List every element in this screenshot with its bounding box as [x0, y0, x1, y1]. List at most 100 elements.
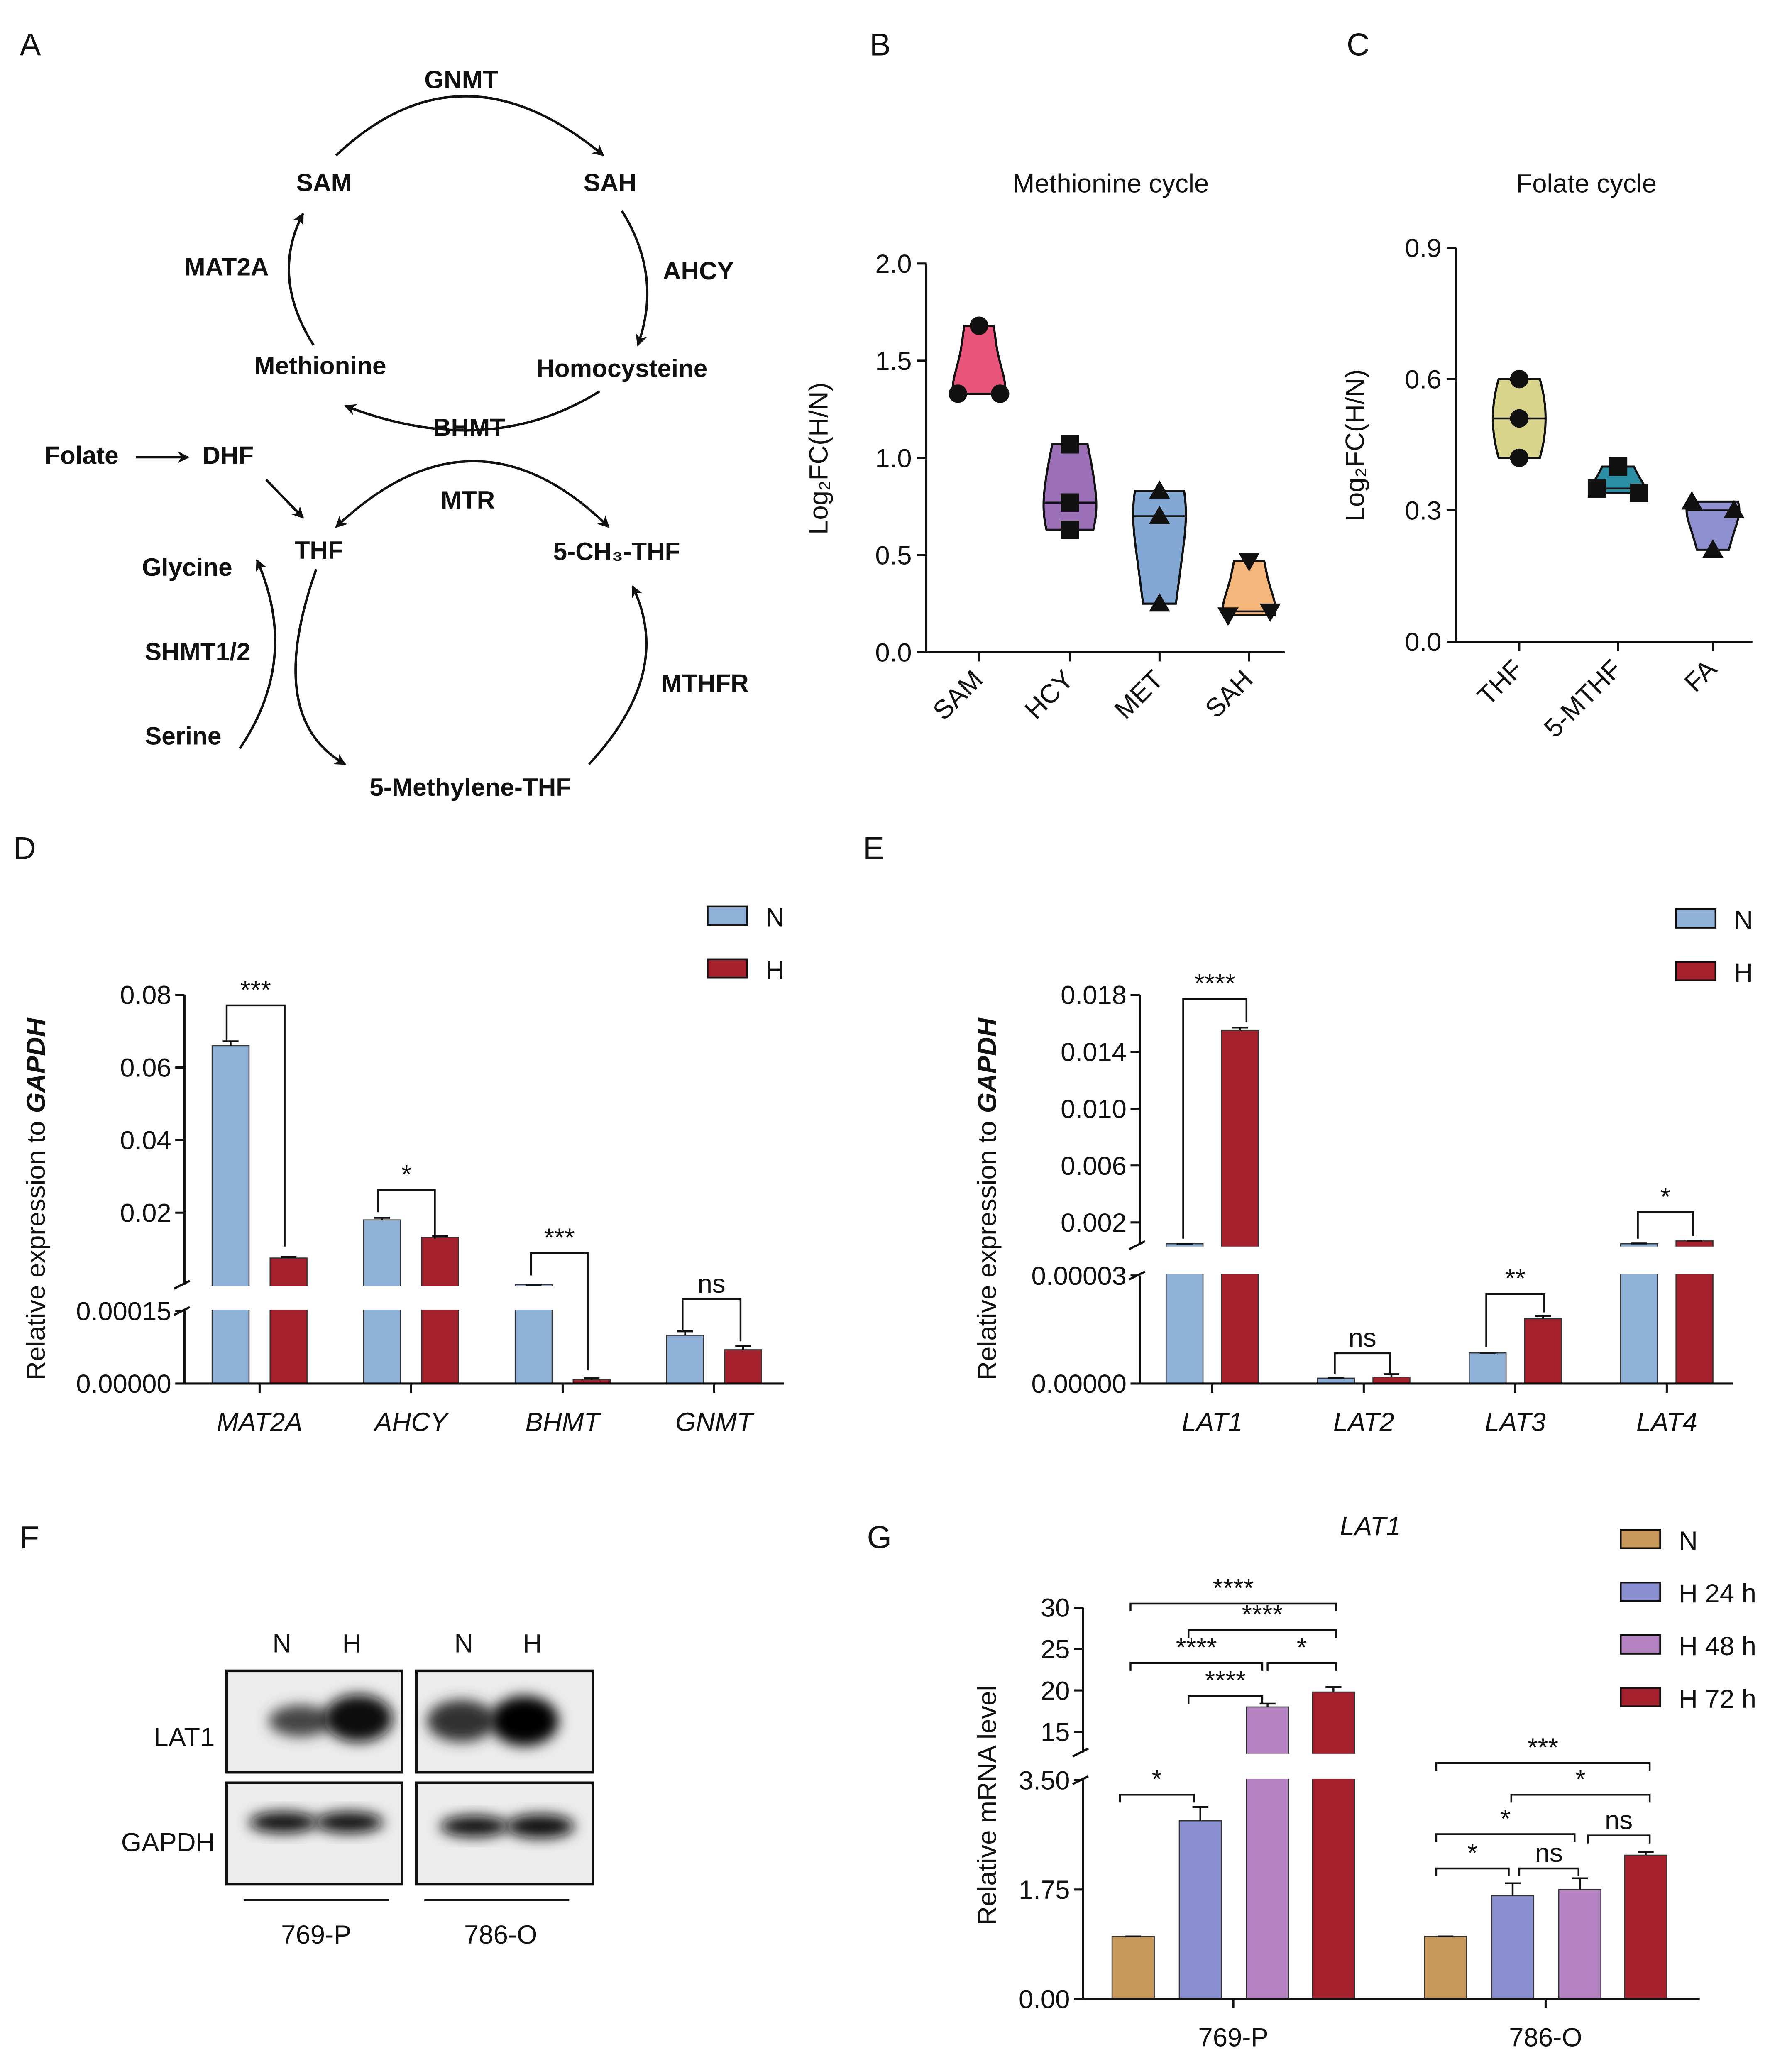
bracket	[1435, 1762, 1651, 1771]
legend-swatch	[1620, 1529, 1661, 1549]
row-label: LAT1	[154, 1723, 215, 1752]
violin	[1042, 443, 1098, 531]
point	[1061, 493, 1079, 512]
significance-bracket: *	[1435, 1839, 1510, 1877]
bracket	[682, 1298, 742, 1342]
significance-bracket: *	[1435, 1805, 1576, 1842]
bracket	[377, 1189, 436, 1239]
error-bar	[1232, 1027, 1248, 1031]
arrow	[335, 460, 610, 528]
error-bar	[584, 1377, 600, 1380]
axis-break	[158, 1286, 787, 1310]
point	[970, 316, 988, 335]
bar	[1178, 1820, 1222, 2000]
panel-label: B	[870, 27, 891, 62]
node: SAM	[296, 168, 352, 196]
y-tick-label: 0.006	[1061, 1152, 1127, 1181]
point	[1510, 448, 1529, 467]
bracket	[1485, 1293, 1545, 1347]
band	[506, 1814, 575, 1839]
node: Homocysteine	[536, 354, 707, 382]
y-tick-label: 0.04	[120, 1126, 171, 1155]
y-tick-label: 15	[1041, 1718, 1070, 1747]
x-tick-label: LAT1	[1182, 1408, 1243, 1437]
error-bar	[222, 1040, 239, 1046]
legend-label: N	[1679, 1526, 1698, 1555]
node: 5-CH₃-THF	[553, 537, 680, 565]
y-tick-label: 0.002	[1061, 1208, 1127, 1237]
bar	[1469, 1352, 1507, 1384]
legend-swatch	[707, 905, 748, 926]
significance-label: ****	[1205, 1666, 1246, 1695]
lane-label: H	[342, 1629, 362, 1658]
significance-bracket: *	[377, 1160, 436, 1239]
significance-bracket: ns	[682, 1269, 742, 1342]
band	[427, 1700, 496, 1742]
significance-label: ****	[1176, 1633, 1217, 1662]
legend-swatch	[1620, 1687, 1661, 1707]
error-bar	[677, 1330, 693, 1335]
node: 5-Methylene-THF	[369, 773, 571, 801]
y-tick-label: 0.02	[120, 1198, 171, 1228]
significance-label: *	[1467, 1839, 1478, 1868]
point	[1587, 479, 1606, 498]
x-tick-label: LAT3	[1485, 1408, 1546, 1437]
significance-bracket: *	[1266, 1633, 1337, 1671]
band	[315, 1812, 384, 1833]
error-bar	[1383, 1373, 1400, 1377]
y-tick-label: 0.00	[1019, 1985, 1070, 2014]
lane-label: N	[454, 1629, 473, 1658]
bar	[1246, 1706, 1289, 2000]
legend-label: H	[1734, 959, 1753, 988]
significance-bracket: **	[1485, 1264, 1545, 1347]
enzyme: MAT2A	[184, 252, 269, 281]
point	[1702, 539, 1724, 558]
panel-label: C	[1347, 27, 1369, 62]
x-tick-label: AHCY	[373, 1408, 450, 1437]
y-tick-label: 0.00000	[76, 1369, 171, 1399]
error-bar	[281, 1256, 297, 1258]
group-label: 769-P	[281, 1920, 351, 1949]
y-axis-label-text: Relative expression to	[973, 1121, 1002, 1380]
blot-frame	[225, 1781, 403, 1886]
significance-bracket: ****	[1129, 1633, 1264, 1671]
enzyme: AHCY	[663, 257, 734, 285]
node: THF	[295, 536, 343, 564]
x-tick-label: 5-MTHF	[1539, 654, 1628, 743]
row-label: GAPDH	[121, 1828, 215, 1857]
legend-label: N	[1734, 906, 1753, 935]
significance-bracket: ****	[1187, 1600, 1337, 1638]
error-bar	[1504, 1882, 1521, 1896]
y-tick-label: 0.010	[1061, 1095, 1127, 1124]
bar	[1558, 1889, 1601, 2000]
significance-bracket: *	[1119, 1765, 1195, 1803]
enzyme: MTHFR	[661, 669, 749, 697]
node: Methionine	[254, 351, 386, 379]
y-axis-label-text: Relative mRNA level	[973, 1685, 1002, 1925]
bracket	[1266, 1662, 1337, 1671]
bracket	[1435, 1833, 1576, 1842]
y-axis-label: Relative expression to GAPDH	[973, 1017, 1002, 1380]
legend-label: H 72 h	[1679, 1685, 1756, 1714]
legend-swatch	[1620, 1581, 1661, 1602]
legend-label: N	[765, 903, 785, 932]
point	[1061, 435, 1079, 454]
arrow	[239, 559, 276, 749]
panel-label: A	[20, 27, 41, 62]
y-axis-label-text: Log₂FC(H/N)	[1340, 369, 1369, 522]
y-tick-label: 20	[1041, 1676, 1070, 1705]
arrow	[288, 212, 315, 346]
legend-swatch	[1620, 1634, 1661, 1655]
bracket	[1334, 1352, 1391, 1374]
bracket	[1435, 1867, 1510, 1877]
significance-label: **	[1505, 1264, 1526, 1293]
bracket	[225, 1004, 286, 1247]
bracket	[1637, 1211, 1694, 1239]
pathway-diagram: SAM SAH Homocysteine Methionine Folate D…	[45, 66, 749, 802]
node: DHF	[202, 441, 254, 469]
significance-bracket: ***	[530, 1223, 589, 1371]
y-tick-label: 0.0	[1405, 628, 1441, 657]
point	[1149, 506, 1170, 524]
significance-label: ns	[698, 1269, 726, 1298]
y-axis-label: Log₂FC(H/N)	[804, 382, 833, 535]
